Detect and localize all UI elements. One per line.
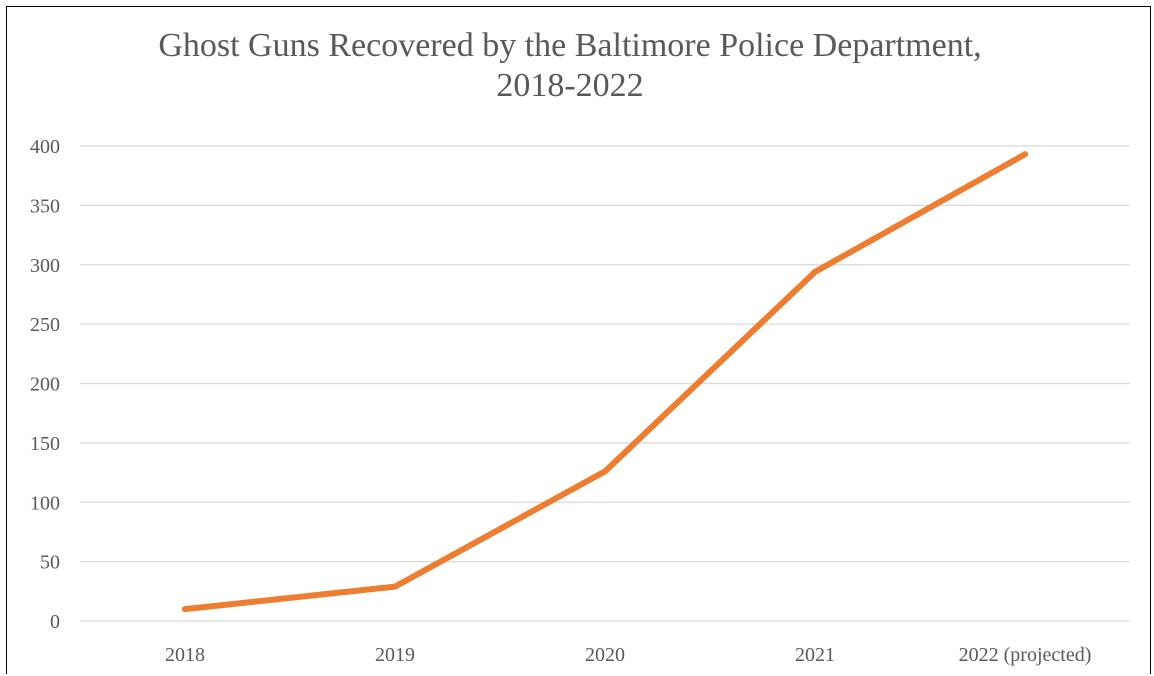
data-point-2020 [602, 468, 608, 475]
x-tick-label: 2020 [585, 644, 625, 666]
x-tick-label: 2022 (projected) [959, 644, 1092, 666]
series-group [182, 151, 1028, 613]
chart-title: Ghost Guns Recovered by the Baltimore Po… [0, 26, 1140, 106]
y-tick-label: 250 [30, 314, 60, 336]
y-tick-label: 300 [30, 255, 60, 277]
data-point-2021 [812, 268, 818, 275]
gridlines [80, 145, 1130, 622]
chart-title-line-2: 2018-2022 [496, 67, 644, 104]
series-line [182, 151, 1028, 613]
data-point-2022-projected- [1022, 151, 1028, 158]
chart-title-line-1: Ghost Guns Recovered by the Baltimore Po… [158, 27, 982, 64]
y-tick-label: 150 [30, 433, 60, 455]
y-tick-label: 50 [40, 552, 60, 574]
y-tick-label: 350 [30, 195, 60, 217]
y-axis-labels: 0 50 100 150 200 250 300 350 400 [30, 136, 60, 633]
data-point-2018 [182, 606, 188, 613]
x-tick-label: 2018 [165, 644, 205, 666]
chart-frame [6, 6, 1151, 674]
x-tick-label: 2021 [795, 644, 835, 666]
x-tick-label: 2019 [375, 644, 415, 666]
y-tick-label: 0 [50, 611, 60, 633]
y-tick-label: 400 [30, 136, 60, 158]
y-tick-label: 200 [30, 374, 60, 396]
y-tick-label: 100 [30, 492, 60, 514]
x-axis-labels: 2018 2019 2020 2021 2022 (projected) [165, 644, 1091, 666]
data-point-2019 [392, 583, 398, 590]
